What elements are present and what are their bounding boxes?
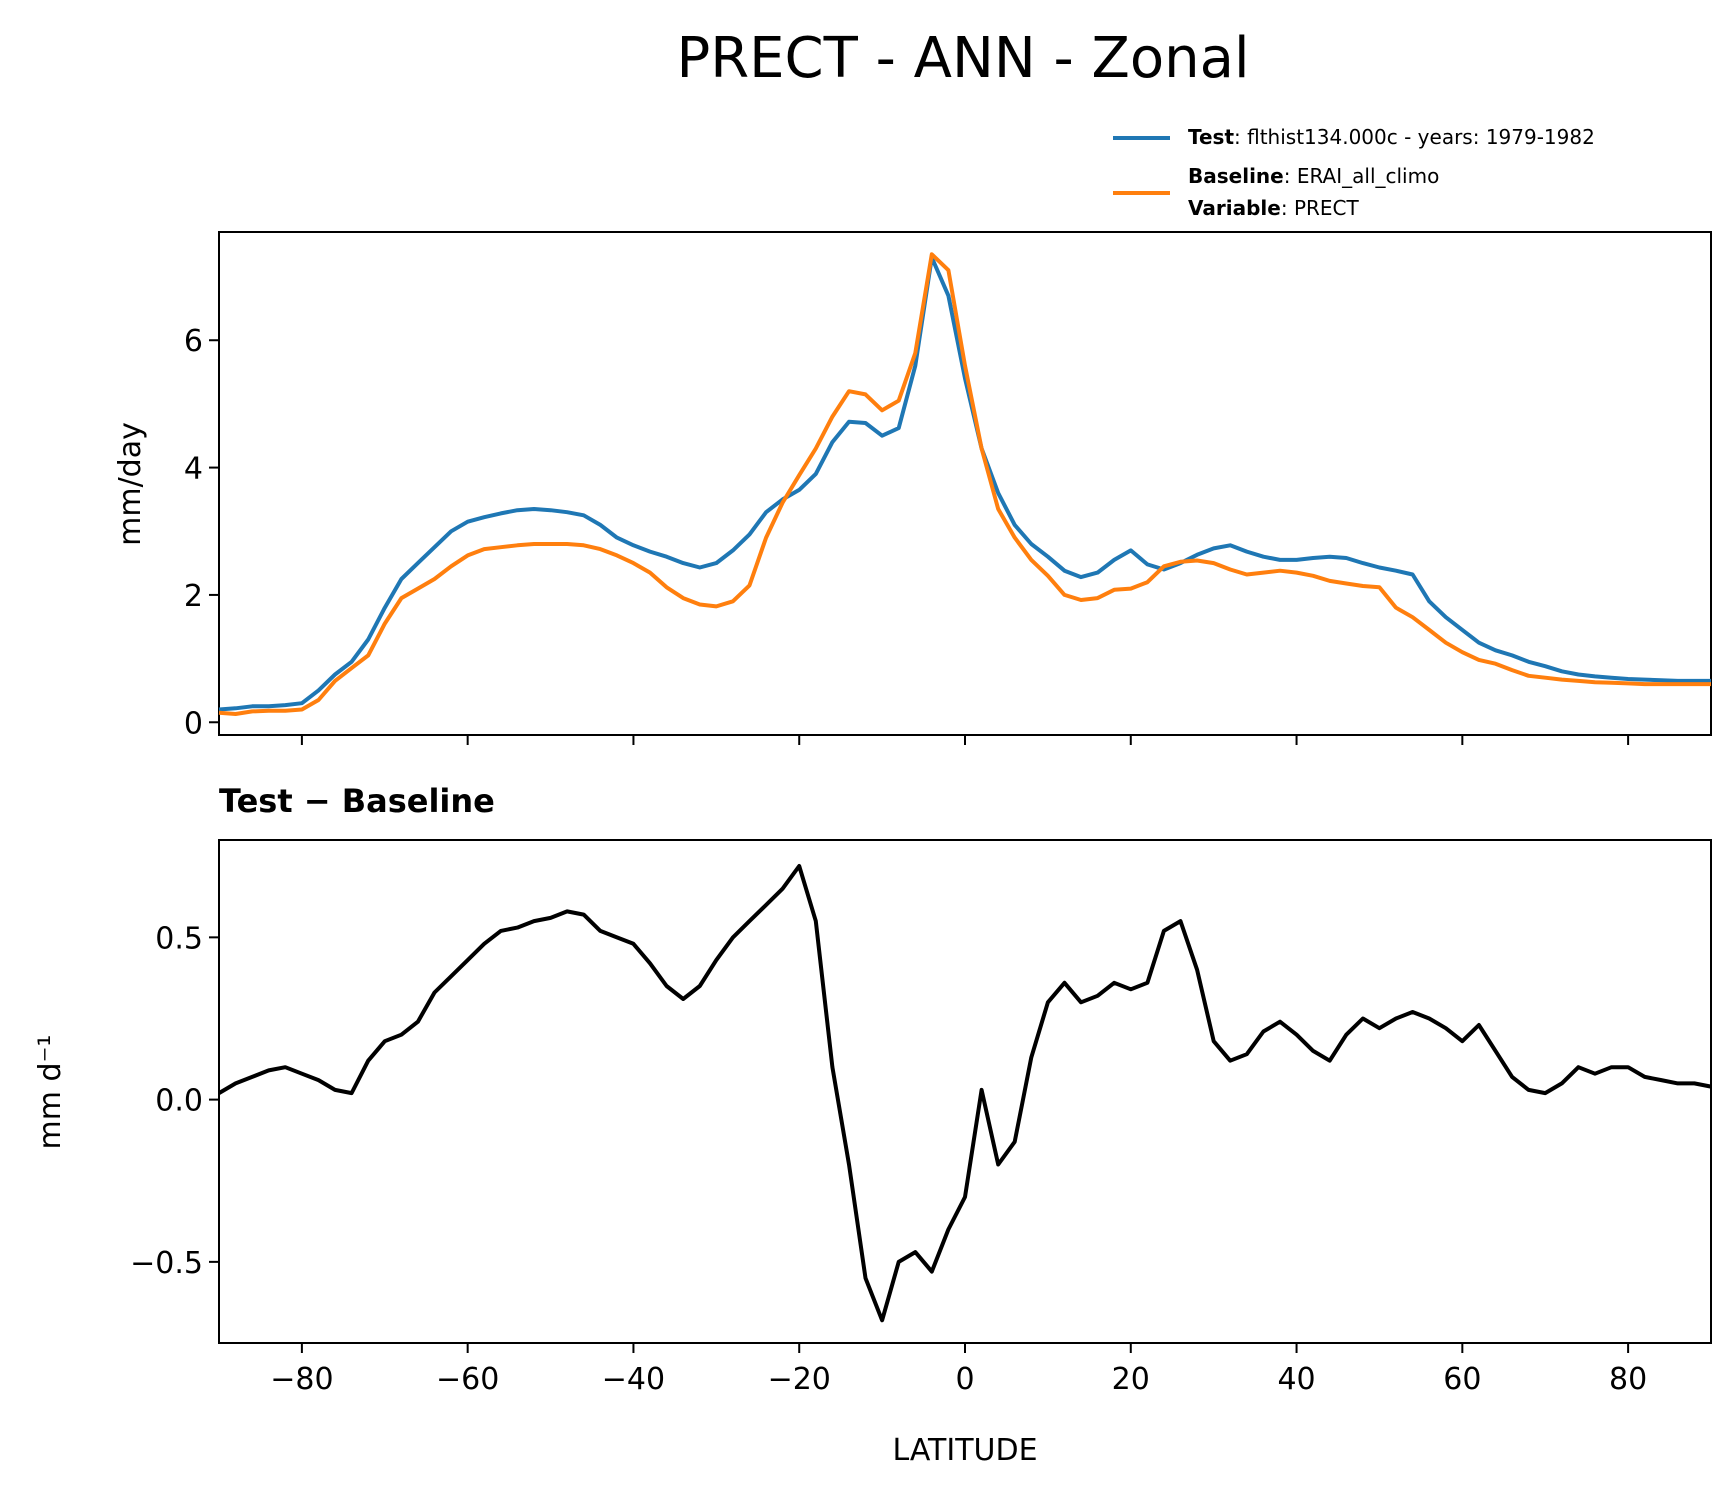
legend-test-key: Test: [1188, 125, 1234, 149]
top-y-tick-label: 0: [184, 706, 203, 741]
bottom-panel: Test − Baseline mm d⁻¹ LATITUDE −0.5 0.0 0…: [33, 782, 1712, 1468]
x-tick-label: −40: [602, 1362, 665, 1397]
top-y-axis-label: mm/day: [113, 422, 148, 546]
x-tick-label: 80: [1609, 1362, 1647, 1397]
bottom-panel-title: Test − Baseline: [219, 782, 495, 820]
x-tick-label: 40: [1277, 1362, 1315, 1397]
x-tick-label: −60: [436, 1362, 499, 1397]
top-y-tick-label: 4: [184, 452, 203, 487]
top-y-tick-label: 6: [184, 324, 203, 359]
bottom-series-line-test-baseline: [217, 864, 1712, 1323]
bottom-y-tick-label: −0.5: [130, 1246, 203, 1281]
bottom-y-tick-label: 0.0: [155, 1084, 203, 1119]
legend-test-label: Test: flthist134.000c - years: 1979-1982: [1188, 125, 1595, 149]
bottom-plot-frame: [218, 839, 1712, 1344]
legend-variable-key: Variable: [1188, 196, 1281, 220]
legend-baseline-value: : ERAI_all_climo: [1284, 164, 1440, 188]
legend-variable-label: Variable: PRECT: [1188, 196, 1359, 220]
legend-baseline-label: Baseline: ERAI_all_climo: [1188, 164, 1439, 188]
bottom-y-axis-label: mm d⁻¹: [33, 1035, 68, 1150]
x-tick-label: 60: [1443, 1362, 1481, 1397]
top-panel: mm/day 0 2 4 6: [113, 231, 1712, 745]
top-y-tick-label: 2: [184, 579, 203, 614]
x-tick-label: −80: [270, 1362, 333, 1397]
x-tick-label: 20: [1112, 1362, 1150, 1397]
top-series-line-baseline: [218, 252, 1711, 716]
figure-title: PRECT - ANN - Zonal: [676, 26, 1249, 91]
legend: Test: flthist134.000c - years: 1979-1982…: [1113, 125, 1595, 220]
bottom-y-tick-label: 0.5: [155, 921, 203, 956]
legend-baseline-key: Baseline: [1188, 164, 1284, 188]
top-plot-frame: [218, 231, 1712, 736]
x-axis-label: LATITUDE: [892, 1433, 1037, 1468]
top-series-line-test: [218, 255, 1711, 712]
x-tick-label: 0: [955, 1362, 974, 1397]
x-tick-label: −20: [768, 1362, 831, 1397]
legend-variable-value: : PRECT: [1281, 196, 1360, 220]
legend-test-value: : flthist134.000c - years: 1979-1982: [1234, 125, 1595, 149]
